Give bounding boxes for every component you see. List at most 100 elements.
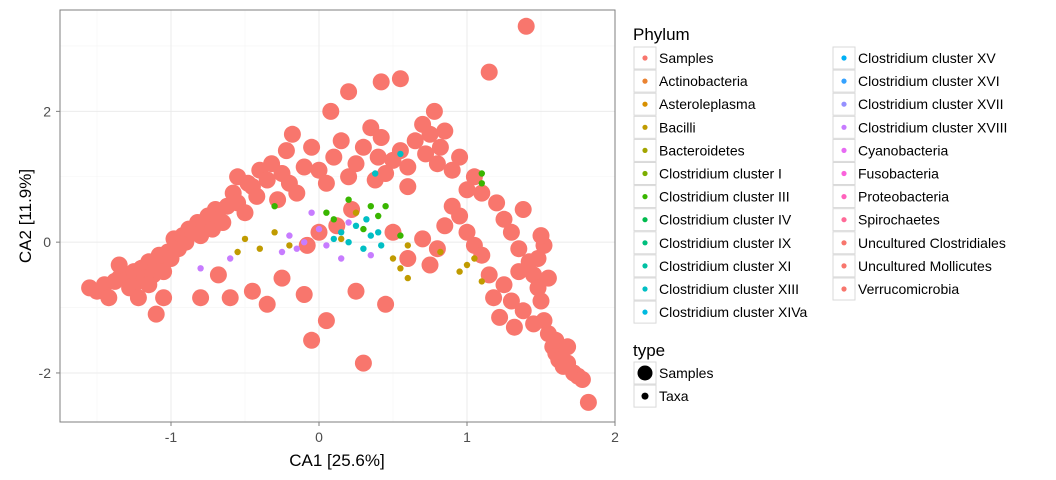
sample-point: [458, 181, 476, 199]
taxa-point: [463, 261, 471, 269]
sample-point: [485, 289, 503, 307]
taxa-point: [286, 232, 293, 239]
x-tick-label: 1: [463, 429, 471, 445]
legend-key-dot: [841, 170, 847, 177]
legend-key-dot: [841, 217, 847, 223]
taxa-point: [367, 232, 374, 239]
y-tick-label: 2: [43, 103, 51, 119]
legend-label: Actinobacteria: [659, 73, 748, 89]
sample-point: [514, 201, 532, 218]
taxa-point: [338, 229, 345, 236]
sample-point: [495, 276, 513, 294]
sample-point: [428, 240, 446, 258]
legend-label: Taxa: [659, 388, 689, 404]
taxa-point: [293, 245, 300, 252]
sample-point: [322, 102, 340, 120]
taxa-point: [456, 268, 463, 275]
taxa-point: [382, 203, 389, 210]
sample-point: [391, 142, 409, 160]
sample-point: [465, 168, 483, 186]
legend-key-dot: [841, 286, 847, 292]
taxa-point: [338, 255, 345, 262]
sample-point: [579, 393, 597, 411]
sample-point: [525, 266, 543, 284]
legend-label: Verrucomicrobia: [858, 281, 959, 297]
sample-point: [129, 289, 147, 307]
sample-point: [236, 204, 254, 222]
sample-point: [532, 227, 550, 245]
taxa-point: [301, 239, 308, 246]
legend-label: Clostridium cluster XVIII: [858, 119, 1007, 135]
taxa-point: [234, 248, 241, 256]
sample-point: [428, 155, 446, 173]
taxa-point: [375, 212, 382, 220]
sample-point: [221, 289, 239, 307]
sample-point: [399, 158, 417, 176]
taxa-point: [345, 196, 352, 203]
taxa-point: [478, 170, 485, 177]
sample-point: [229, 168, 247, 186]
legend-key-dot: [642, 217, 648, 223]
sample-point: [347, 155, 365, 173]
legend-label: Clostridium cluster XI: [659, 258, 791, 274]
sample-point: [273, 269, 291, 287]
sample-point: [369, 148, 387, 166]
legend-key-dot: [642, 78, 648, 84]
taxa-point: [278, 248, 286, 256]
sample-point: [283, 125, 301, 143]
legend-label: Samples: [659, 50, 713, 66]
sample-point: [248, 187, 266, 205]
legend-label: Clostridium cluster XVI: [858, 73, 1000, 89]
taxa-point: [367, 203, 374, 210]
legend-key-dot: [841, 101, 847, 107]
taxa-point: [397, 150, 404, 158]
plot-border: [59, 9, 616, 423]
sample-point: [295, 286, 313, 303]
sample-point: [539, 269, 557, 287]
sample-point: [100, 289, 118, 307]
sample-point: [451, 148, 469, 166]
taxa-point: [271, 229, 278, 236]
legend-key-dot: [642, 101, 648, 107]
sample-point: [421, 125, 439, 143]
taxa-point: [478, 278, 485, 285]
sample-point: [288, 184, 306, 202]
x-tick-label: -1: [165, 429, 178, 445]
sample-point: [502, 223, 520, 241]
sample-point: [473, 184, 491, 202]
taxa-point: [389, 255, 397, 262]
sample-point: [303, 331, 321, 349]
x-tick-label: 2: [611, 429, 619, 445]
sample-point: [510, 263, 528, 281]
legend-key-dot: [642, 240, 648, 246]
taxa-point: [241, 235, 249, 243]
sample-point: [443, 161, 461, 179]
taxa-point: [397, 232, 404, 239]
sample-point: [480, 266, 498, 284]
sample-point: [436, 122, 454, 140]
legend-label: Uncultured Clostridiales: [858, 235, 1006, 251]
sample-point: [155, 263, 173, 281]
legend-key-dot: [642, 124, 648, 130]
sample-point: [310, 161, 328, 179]
taxa-point: [397, 265, 404, 272]
legend-size-dot: [641, 392, 649, 400]
sample-point: [406, 132, 424, 150]
sample-point: [295, 158, 313, 176]
taxa-point: [360, 245, 367, 252]
sample-point: [473, 246, 491, 264]
sample-point: [317, 174, 335, 192]
taxa-point: [404, 242, 411, 249]
legend-key-dot: [841, 240, 847, 246]
sample-point: [502, 292, 520, 310]
sample-point: [529, 250, 547, 267]
legend-key-dot: [841, 78, 847, 84]
taxa-point: [338, 235, 345, 243]
sample-point: [491, 308, 509, 326]
sample-point: [317, 312, 335, 330]
axes: -1 0 1 2 -2 0 2: [39, 103, 620, 445]
legend-label: Clostridium cluster III: [659, 189, 790, 205]
sample-point: [488, 194, 506, 212]
sample-point: [298, 236, 316, 254]
sample-point: [377, 165, 395, 182]
